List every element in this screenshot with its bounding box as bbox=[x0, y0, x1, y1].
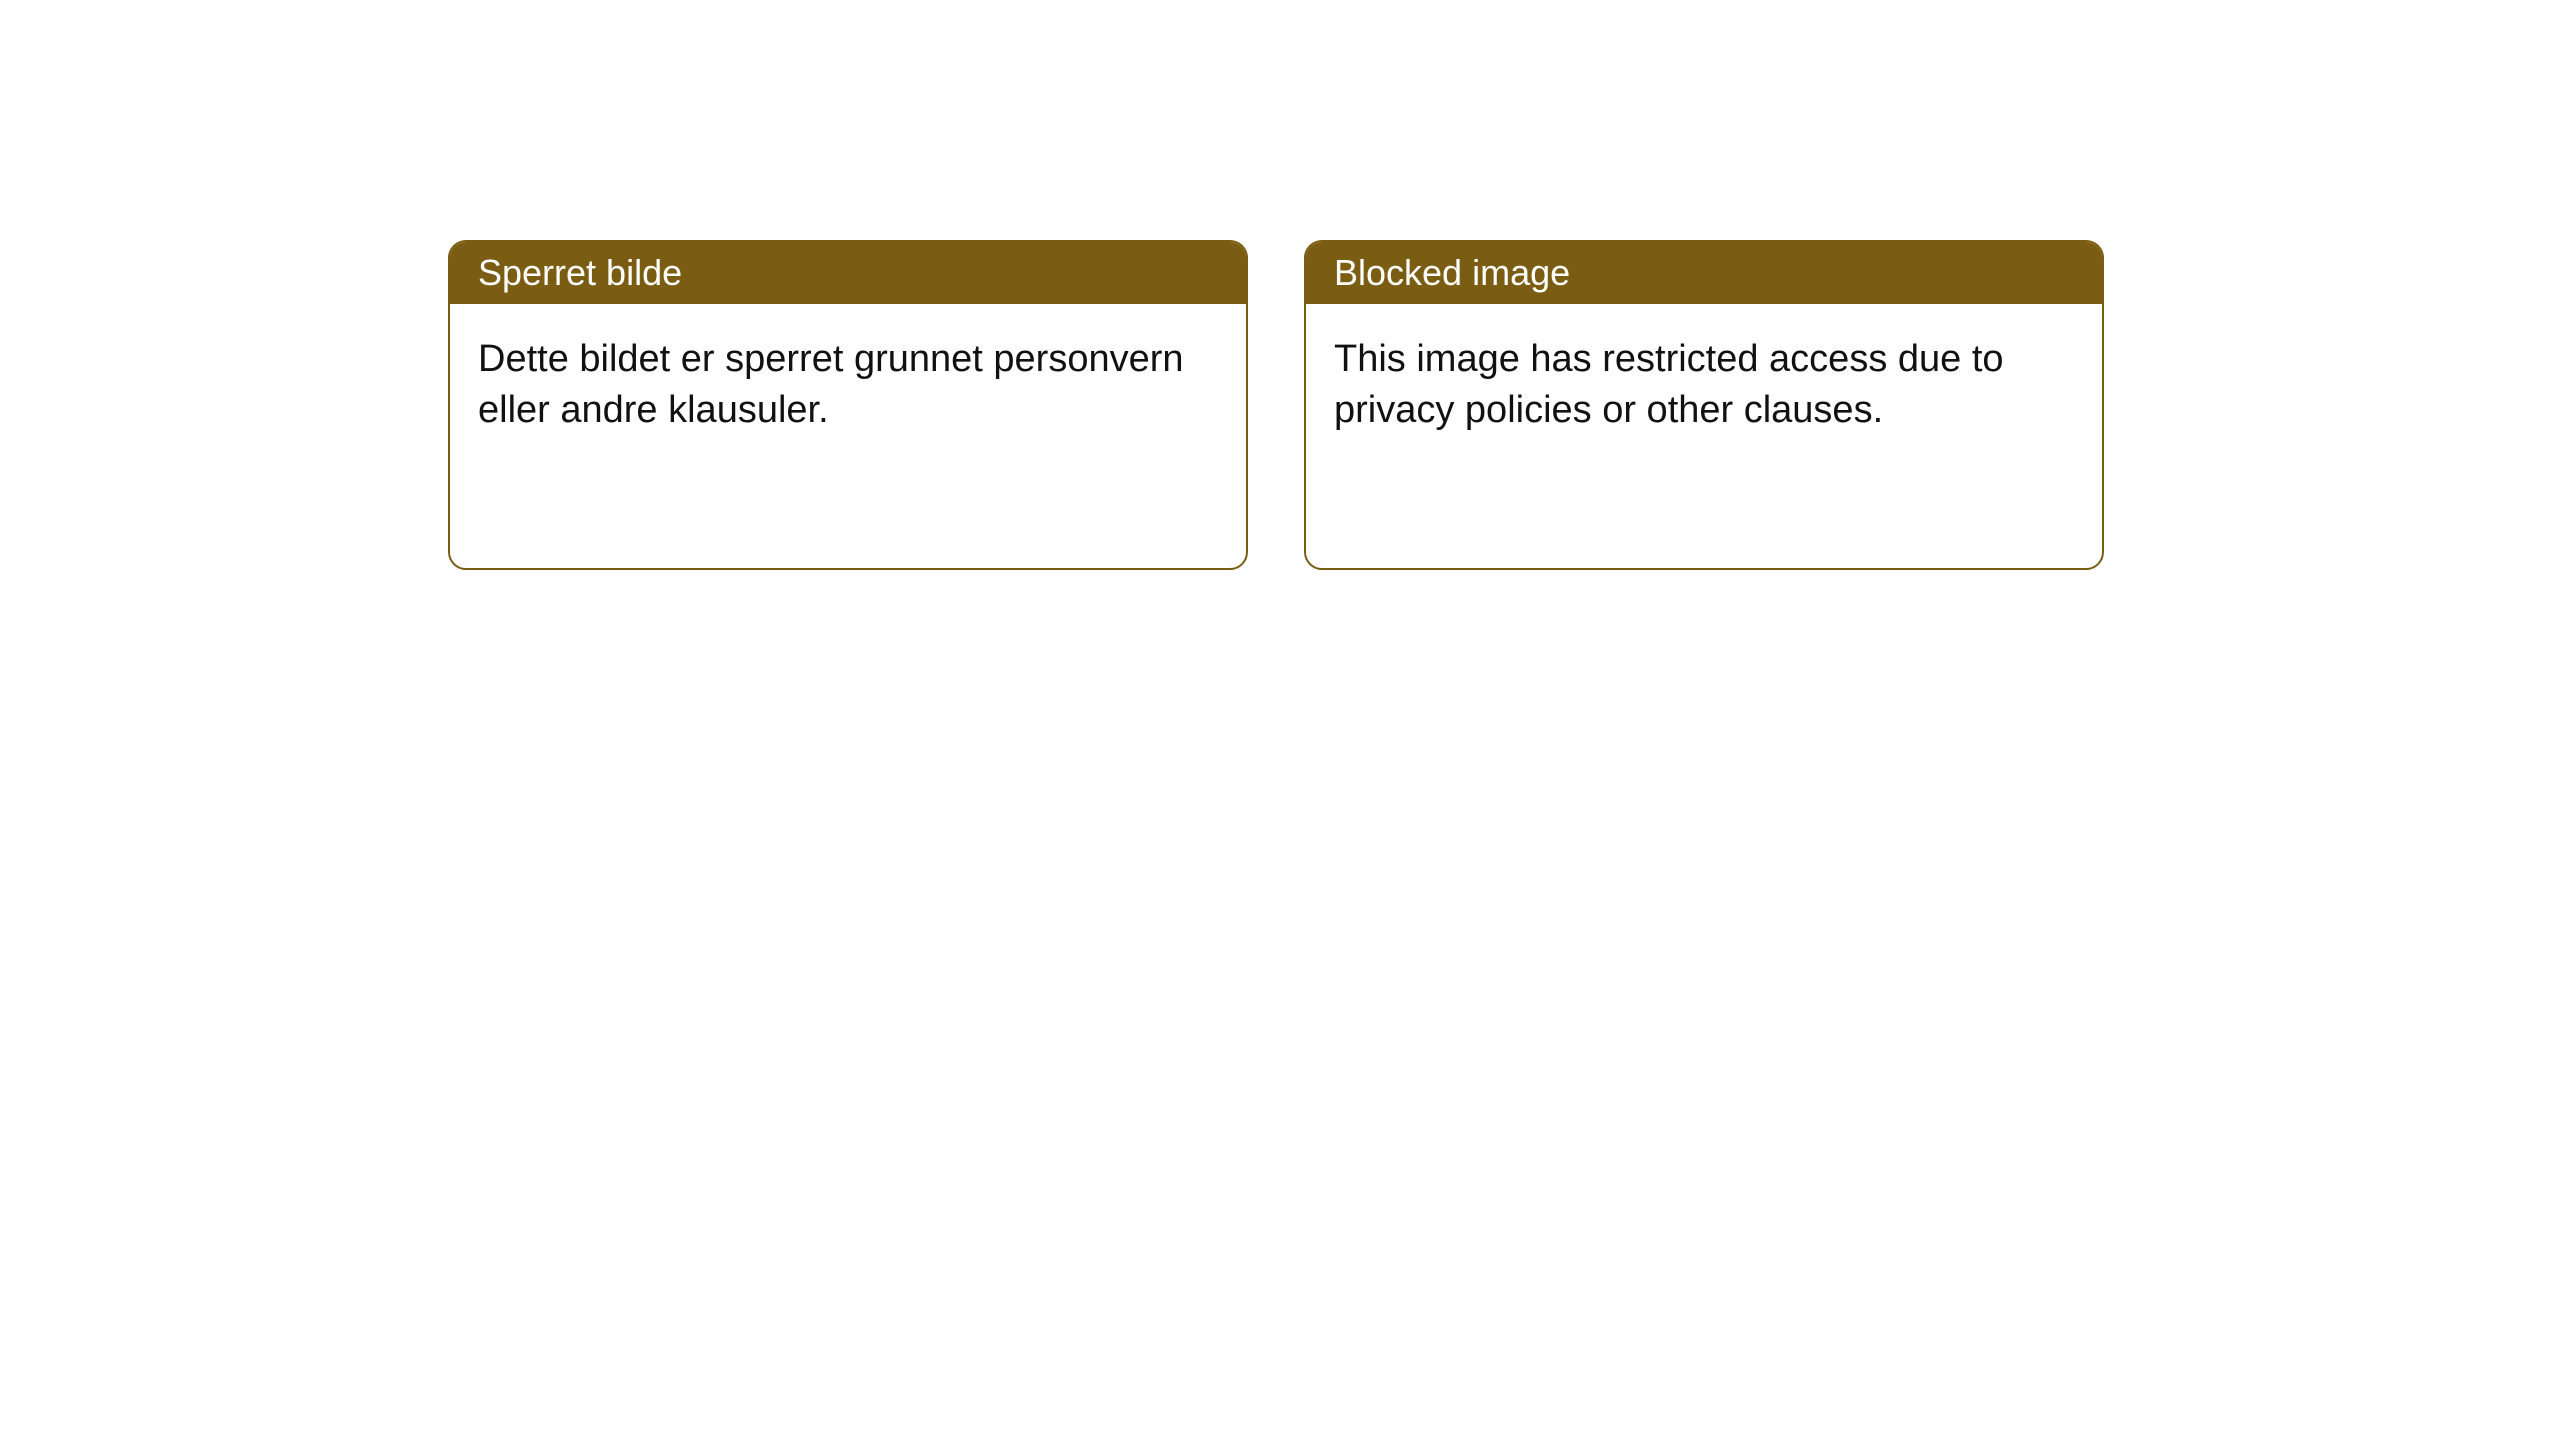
notice-title: Blocked image bbox=[1306, 242, 2102, 304]
notice-body: This image has restricted access due to … bbox=[1306, 304, 2102, 467]
notice-card-english: Blocked image This image has restricted … bbox=[1304, 240, 2104, 570]
notice-container: Sperret bilde Dette bildet er sperret gr… bbox=[0, 0, 2560, 570]
notice-title: Sperret bilde bbox=[450, 242, 1246, 304]
notice-card-norwegian: Sperret bilde Dette bildet er sperret gr… bbox=[448, 240, 1248, 570]
notice-body: Dette bildet er sperret grunnet personve… bbox=[450, 304, 1246, 467]
